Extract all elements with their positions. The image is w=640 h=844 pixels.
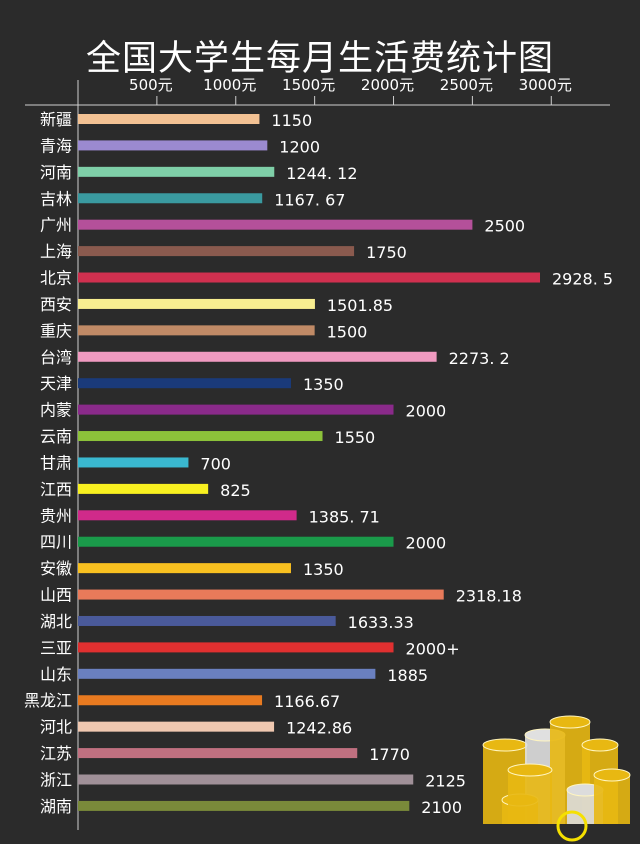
data-label: 1500	[327, 322, 368, 341]
data-label: 2928. 5	[552, 270, 613, 289]
bar-四川	[78, 536, 394, 547]
category-label: 四川	[40, 533, 72, 552]
data-label: 1350	[303, 560, 344, 579]
data-label: 700	[200, 454, 231, 473]
data-label: 1885	[387, 666, 428, 685]
bar-江西	[78, 483, 209, 494]
bar-台湾	[78, 351, 437, 362]
bar-河北	[78, 721, 275, 732]
category-label: 浙江	[40, 771, 72, 790]
data-label: 2100	[421, 798, 462, 817]
bar-湖北	[78, 615, 336, 626]
data-label: 2000	[406, 534, 447, 553]
data-label: 2125	[425, 772, 466, 791]
category-label: 新疆	[40, 110, 72, 129]
bar-贵州	[78, 510, 297, 521]
coin-stack-icon	[594, 775, 630, 824]
category-label: 湖北	[40, 612, 72, 631]
category-label: 天津	[40, 374, 72, 393]
data-label: 1150	[271, 111, 312, 130]
category-label: 黑龙江	[24, 691, 72, 710]
x-tick-label: 2000元	[361, 76, 414, 94]
data-label: 2000	[406, 402, 447, 421]
category-label: 贵州	[40, 506, 72, 525]
x-tick-label: 500元	[129, 76, 173, 94]
coin-top-icon	[507, 763, 553, 777]
category-label: 河北	[40, 718, 72, 737]
category-label: 重庆	[40, 321, 72, 340]
bar-新疆	[78, 114, 260, 124]
data-label: 1550	[335, 428, 376, 447]
bar-青海	[78, 140, 268, 151]
category-label: 甘肃	[40, 453, 72, 472]
bar-上海	[78, 246, 355, 257]
bar-江苏	[78, 748, 358, 759]
data-label: 1501.85	[327, 296, 393, 315]
bar-西安	[78, 298, 315, 309]
category-label: 内蒙	[40, 401, 72, 420]
data-label: 1770	[369, 745, 410, 764]
data-label: 1200	[279, 137, 320, 156]
coin-top-icon	[593, 768, 631, 782]
coin-top-icon	[482, 738, 528, 752]
category-label: 云南	[40, 427, 72, 446]
bar-吉林	[78, 193, 263, 204]
data-label: 1633.33	[348, 613, 414, 632]
category-label: 湖南	[40, 797, 72, 816]
data-label: 1244. 12	[286, 164, 357, 183]
coin-top-icon	[549, 715, 591, 729]
x-tick-label: 1500元	[282, 76, 335, 94]
category-label: 江苏	[40, 744, 72, 763]
data-label: 1750	[366, 243, 407, 262]
coin-top-icon	[581, 738, 619, 752]
bar-黑龙江	[78, 695, 263, 706]
category-label: 山西	[40, 586, 72, 605]
watermark-logo-icon	[556, 810, 588, 842]
bar-山东	[78, 668, 376, 679]
bar-湖南	[78, 800, 410, 811]
bar-浙江	[78, 774, 414, 785]
category-label: 广州	[40, 216, 72, 235]
bar-广州	[78, 219, 473, 230]
bar-三亚	[78, 642, 394, 653]
category-label: 江西	[40, 480, 72, 499]
data-label: 825	[220, 481, 251, 500]
category-label: 上海	[40, 242, 72, 261]
bar-内蒙	[78, 404, 394, 415]
x-tick-label: 1000元	[203, 76, 256, 94]
category-label: 台湾	[40, 348, 72, 367]
bar-河南	[78, 166, 275, 177]
data-label: 1242.86	[286, 719, 352, 738]
category-label: 青海	[40, 136, 72, 155]
data-label: 1167. 67	[274, 190, 345, 209]
coin-stack-icon	[508, 770, 552, 824]
data-label: 2273. 2	[449, 349, 510, 368]
x-tick-label: 3000元	[519, 76, 572, 94]
data-label: 1385. 71	[309, 507, 380, 526]
data-label: 1350	[303, 375, 344, 394]
category-label: 三亚	[40, 638, 72, 657]
category-label: 河南	[40, 163, 72, 182]
category-label: 安徽	[40, 559, 72, 578]
chart-title: 全国大学生每月生活费统计图	[85, 39, 554, 79]
data-label: 2500	[484, 217, 525, 236]
data-label: 1166.67	[274, 692, 340, 711]
bar-云南	[78, 431, 323, 442]
x-tick-label: 2500元	[440, 76, 493, 94]
category-label: 西安	[40, 295, 72, 314]
data-label: 2318.18	[456, 587, 522, 606]
bar-山西	[78, 589, 444, 600]
bar-天津	[78, 378, 291, 389]
category-label: 吉林	[40, 189, 72, 208]
bar-重庆	[78, 325, 315, 336]
bar-安徽	[78, 563, 291, 574]
bar-甘肃	[78, 457, 189, 468]
bar-北京	[78, 272, 540, 283]
data-label: 2000+	[406, 639, 460, 658]
category-label: 北京	[40, 269, 72, 288]
category-label: 山东	[40, 665, 72, 684]
